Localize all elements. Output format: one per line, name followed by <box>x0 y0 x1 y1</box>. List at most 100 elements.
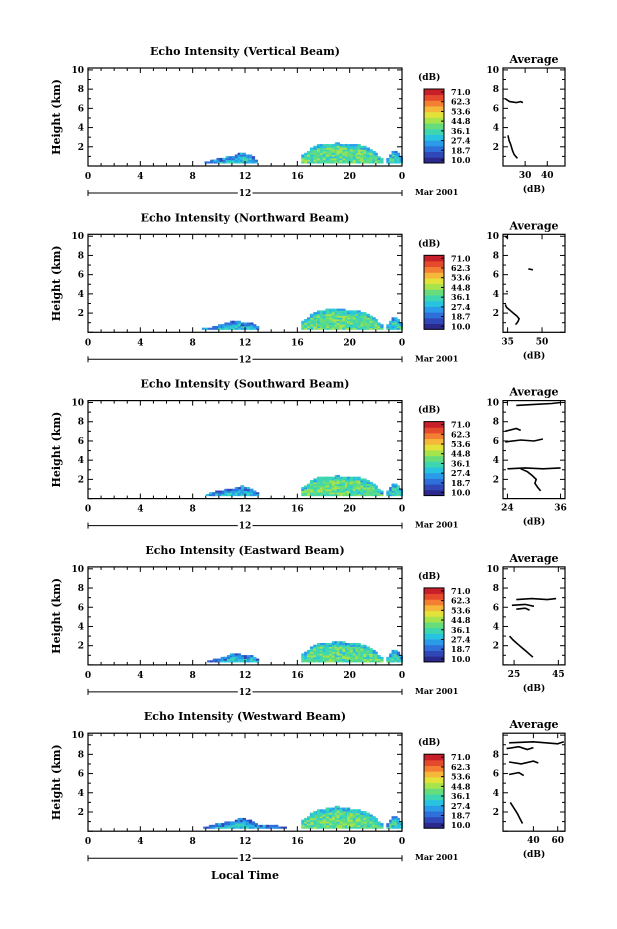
colorbar-label: 18.7 <box>451 810 470 820</box>
echo-cell <box>255 658 260 661</box>
echo-cell <box>377 325 381 329</box>
echo-cell <box>304 655 308 658</box>
echo-cell <box>319 660 324 663</box>
echo-cell <box>363 826 367 829</box>
echo-cell <box>342 658 346 661</box>
colorbar-swatch <box>424 123 444 130</box>
echo-cell <box>352 480 357 483</box>
echo-cell <box>212 824 216 827</box>
echo-cell <box>310 157 314 161</box>
echo-cell <box>360 327 364 330</box>
echo-cell <box>342 809 346 812</box>
echo-cell <box>248 157 253 161</box>
echo-cell <box>380 493 384 497</box>
echo-cell <box>360 655 364 658</box>
echo-cell <box>304 658 308 661</box>
echo-cell <box>352 823 357 826</box>
echo-cell <box>357 656 361 659</box>
echo-cell <box>336 317 340 320</box>
echo-cell <box>310 492 314 495</box>
echo-cell <box>396 656 401 659</box>
echo-cell <box>369 655 373 658</box>
colorbar-swatch <box>424 610 444 617</box>
echo-cell <box>334 658 339 661</box>
echo-cell <box>221 490 225 493</box>
echo-cell <box>246 327 251 330</box>
echo-cell <box>329 824 333 827</box>
colorbar-label: 27.4 <box>451 801 471 811</box>
average-y-tick-label: 10 <box>486 232 499 242</box>
echo-cell <box>313 656 317 659</box>
echo-cell <box>208 493 213 497</box>
average-profile-segment <box>528 268 534 271</box>
x-tick-label: 8 <box>190 172 196 182</box>
echo-cell <box>313 817 317 821</box>
echo-cell <box>352 483 357 486</box>
echo-cell <box>339 488 343 491</box>
echo-cell <box>355 812 359 815</box>
echo-cell <box>319 313 324 316</box>
echo-cell <box>326 308 330 311</box>
echo-cell <box>231 653 236 656</box>
echo-cell <box>355 145 359 148</box>
echo-cell <box>360 653 364 656</box>
echo-cell <box>352 642 357 646</box>
echo-cell <box>339 485 343 488</box>
echo-cell <box>394 651 398 654</box>
y-tick-label: 2 <box>78 475 84 485</box>
y-tick-label: 2 <box>78 808 84 818</box>
echo-cell <box>360 490 364 493</box>
echo-cell <box>345 807 349 810</box>
echo-cell <box>326 658 330 661</box>
echo-cell <box>304 653 308 656</box>
echo-cell <box>329 816 333 819</box>
echo-cell <box>347 310 351 313</box>
echo-cell <box>316 145 321 148</box>
echo-cell <box>345 325 349 329</box>
echo-cell <box>347 646 351 649</box>
echo-cell <box>334 823 339 826</box>
average-profile-segment <box>506 745 534 751</box>
echo-cell <box>316 655 321 658</box>
echo-cell <box>347 807 351 810</box>
echo-cell <box>326 811 330 814</box>
echo-cell <box>331 648 336 651</box>
echo-cell <box>345 660 349 663</box>
echo-cell <box>310 147 314 150</box>
colorbar-unit: (dB) <box>418 238 440 249</box>
echo-cell <box>331 322 336 325</box>
panel-title: Echo Intensity (Eastward Beam) <box>145 544 344 557</box>
echo-cell <box>301 487 305 490</box>
echo-cell <box>304 826 308 829</box>
echo-cell <box>352 655 357 658</box>
colorbar-swatch <box>424 627 444 634</box>
echo-cell <box>329 807 333 810</box>
echo-cell <box>304 492 308 495</box>
echo-cell <box>334 648 339 651</box>
x-tick-label: 0 <box>85 671 91 681</box>
echo-cell <box>218 824 222 827</box>
echo-cell <box>231 488 236 491</box>
echo-cell <box>250 324 254 327</box>
echo-cell <box>241 327 245 330</box>
echo-cell <box>319 658 324 661</box>
echo-cell <box>357 485 361 488</box>
echo-cell <box>377 324 381 327</box>
colorbar-swatch <box>424 140 444 147</box>
echo-cell <box>322 653 326 656</box>
echo-cell <box>342 481 346 485</box>
echo-cell <box>310 826 314 829</box>
echo-cell <box>374 487 378 490</box>
echo-cell <box>396 322 401 325</box>
echo-cell <box>304 324 308 327</box>
echo-cell <box>310 485 314 488</box>
echo-cell <box>245 826 249 829</box>
echo-cell <box>319 157 324 161</box>
echo-cell <box>322 824 326 827</box>
echo-cell <box>319 824 324 827</box>
echo-cell <box>357 655 361 658</box>
echo-cell <box>374 159 378 162</box>
average-title: Average <box>508 219 558 232</box>
echo-cell <box>256 826 261 829</box>
echo-cell <box>246 655 251 658</box>
